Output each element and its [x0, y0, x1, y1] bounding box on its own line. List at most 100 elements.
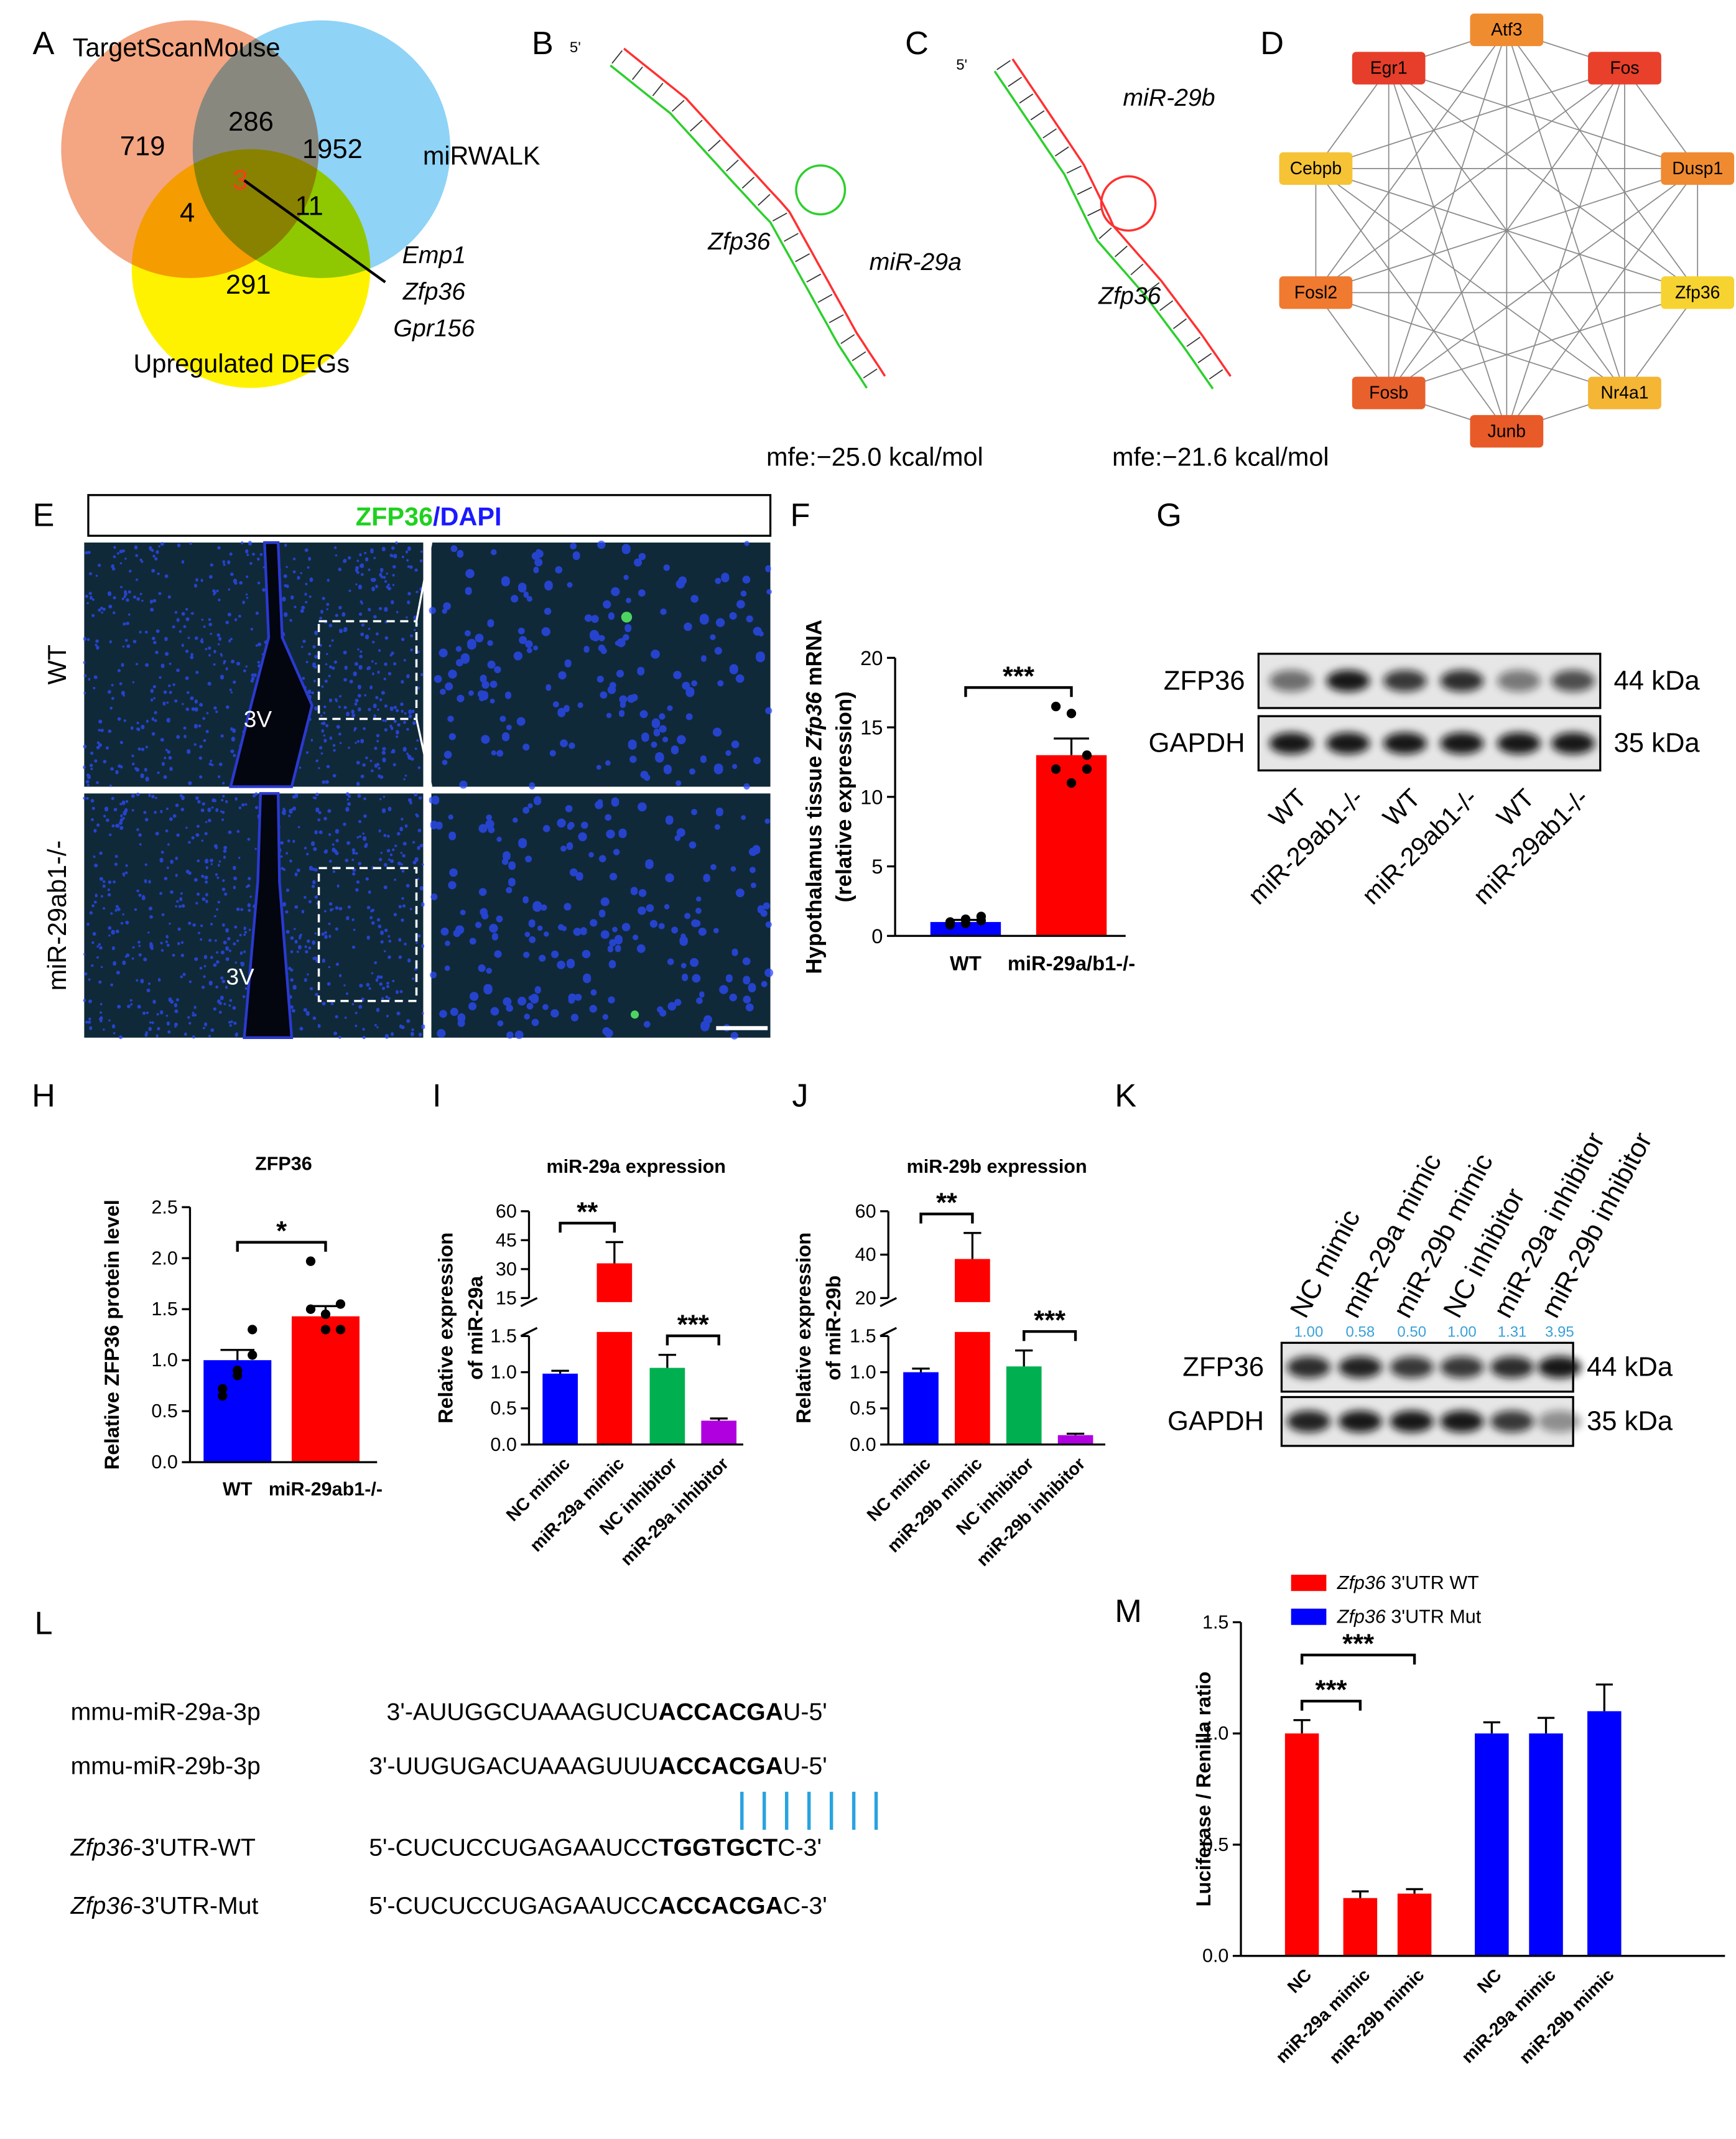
significance-bracket — [559, 1221, 616, 1233]
data-point — [960, 918, 971, 928]
quantification: 0.50 — [1397, 1323, 1426, 1340]
edge — [1506, 168, 1698, 432]
node — [1352, 376, 1426, 409]
y-tick-label: 60 — [855, 1201, 876, 1222]
sequence-part: 3'-AUUGGCUAAAGUCU — [387, 1698, 659, 1725]
sequence-name: Zfp36-3'UTR-Mut — [70, 1892, 259, 1919]
data-point — [320, 1325, 331, 1335]
base-pair — [852, 351, 866, 361]
band — [1490, 1410, 1534, 1433]
row-label: WT — [43, 645, 72, 684]
bar — [1057, 1435, 1093, 1445]
y-axis-label: Relative ZFP36 protein level — [100, 1200, 123, 1470]
imaging-title-part: ZFP36 — [356, 503, 433, 531]
legend-label-part: 3'UTR Mut — [1386, 1606, 1482, 1628]
error-bar — [963, 1232, 982, 1259]
sequence: 5'-CUCUCCUGAGAAUCCACCACGAC-3' — [369, 1892, 827, 1919]
significance-bracket — [1300, 1700, 1362, 1711]
edge — [1316, 292, 1625, 394]
band — [1538, 1356, 1582, 1378]
significance-bracket — [1023, 1330, 1077, 1341]
data-point — [335, 1299, 346, 1309]
blot-strip — [1257, 653, 1602, 709]
y-tick-label: 0.0 — [490, 1434, 516, 1455]
error-bar — [220, 1349, 255, 1361]
y-tick-label: 1.5 — [1202, 1611, 1228, 1633]
size-label: 44 kDa — [1614, 666, 1701, 696]
node — [1661, 276, 1735, 309]
sequence-part: TGGTGCT — [658, 1834, 777, 1861]
node-label: Fos — [1610, 58, 1639, 78]
y-tick-label: 2.0 — [151, 1247, 177, 1269]
chart-title: miR-29b expression — [907, 1156, 1087, 1177]
error-bar — [1483, 1721, 1500, 1734]
panel-letter: F — [791, 497, 810, 533]
y-tick-label: 1.5 — [490, 1325, 516, 1346]
bar — [701, 1420, 737, 1445]
base-pair — [1197, 353, 1212, 363]
band — [1440, 1356, 1484, 1378]
y-axis-label-part: (relative expression) — [832, 691, 856, 902]
bar — [1397, 1893, 1432, 1956]
mirna-label: miR-29b — [1123, 84, 1215, 111]
rna-loop — [1100, 175, 1157, 232]
legend-label-part: 3'UTR WT — [1386, 1572, 1479, 1593]
y-axis-label: of miR-29a — [463, 1275, 486, 1380]
rna-structure — [993, 58, 1232, 389]
y-tick-label: 60 — [496, 1201, 517, 1222]
y-tick-label: 0.0 — [850, 1434, 876, 1455]
sequence-part: U-5' — [783, 1698, 827, 1725]
node — [1470, 13, 1544, 47]
base-pair — [1172, 318, 1187, 329]
significance-label: *** — [1342, 1629, 1374, 1659]
base-pair — [1019, 93, 1034, 104]
data-point — [320, 1309, 331, 1320]
sequence: 5'-CUCUCCUGAGAAUCCTGGTGCTC-3' — [369, 1834, 822, 1861]
band-label: GAPDH — [1167, 1407, 1264, 1437]
legend-swatch — [1291, 1608, 1327, 1625]
bar — [1006, 1366, 1042, 1445]
significance-bracket — [666, 1334, 720, 1346]
sequence-name-part: Zfp36 — [70, 1834, 134, 1861]
axis-break — [880, 1297, 898, 1307]
x-tick-label: miR-29a/b1-/- — [1008, 951, 1135, 974]
data-point — [1082, 750, 1092, 760]
panel-letter: J — [792, 1078, 808, 1114]
error-bar — [1293, 1719, 1311, 1734]
quantification: 0.58 — [1346, 1323, 1375, 1340]
y-tick-label: 1.0 — [850, 1362, 876, 1383]
y-axis-label-part: Hypothalamus tissue — [802, 750, 826, 974]
row-label: miR-29ab1-/- — [43, 841, 72, 991]
base-pair — [806, 273, 822, 283]
band — [1269, 732, 1313, 755]
size-label: 35 kDa — [1614, 729, 1701, 758]
sequence-name-part: -3'UTR-WT — [133, 1834, 256, 1861]
base-pair — [840, 334, 855, 344]
venn-count: 1952 — [302, 134, 363, 164]
x-tick-label: miR-29b mimic — [883, 1454, 986, 1557]
edge — [1315, 292, 1390, 394]
data-point — [248, 1350, 258, 1360]
base-pair — [863, 368, 878, 379]
significance-bracket — [236, 1241, 327, 1252]
panel-letter: I — [432, 1078, 442, 1114]
y-tick-label: 30 — [496, 1259, 517, 1280]
x-tick-label: WT — [950, 951, 982, 974]
base-pair — [1042, 128, 1057, 139]
base-pair — [1077, 187, 1092, 195]
data-point — [233, 1371, 243, 1381]
y-axis-label-part: of miR-29a — [463, 1275, 486, 1380]
node-label: Nr4a1 — [1600, 383, 1648, 403]
y-axis-label-part: Relative ZFP36 protein level — [100, 1200, 123, 1470]
legend-label: Zfp36 3'UTR WT — [1337, 1572, 1479, 1593]
y-tick-label: 15 — [860, 716, 883, 739]
imaging-title-part: /DAPI — [433, 503, 501, 531]
sequence-name-part: Zfp36 — [70, 1892, 134, 1919]
node-label: Cebpb — [1290, 159, 1342, 179]
panel-letter: K — [1115, 1078, 1136, 1114]
node — [1352, 52, 1426, 85]
data-point — [1051, 764, 1061, 774]
bar — [1475, 1733, 1509, 1956]
zoom-box — [317, 620, 418, 720]
base-pair — [1146, 282, 1160, 293]
